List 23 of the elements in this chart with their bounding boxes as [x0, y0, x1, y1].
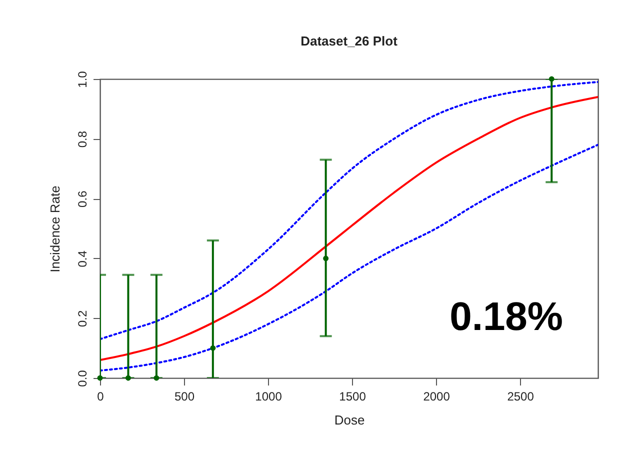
x-tick-label: 2500 [507, 390, 534, 404]
point [323, 256, 329, 262]
point [154, 375, 160, 381]
x-tick-label: 1000 [255, 390, 282, 404]
point [210, 345, 216, 351]
y-tick-label: 0.2 [76, 310, 90, 328]
point [548, 76, 554, 82]
annotation: 0.18% [450, 295, 563, 339]
x-axis-title: Dose [334, 412, 365, 428]
point [97, 375, 103, 381]
point [125, 375, 131, 381]
chart-title: Dataset_26 Plot [300, 34, 398, 49]
line-series [100, 144, 598, 372]
x-tick-label: 2000 [423, 390, 450, 404]
y-tick-label: 0.8 [76, 130, 90, 148]
y-tick-label: 0.0 [76, 370, 90, 387]
y-tick-label: 0.6 [76, 190, 90, 208]
y-tick-label: 1.0 [76, 70, 90, 88]
y-tick-label: 0.4 [76, 250, 90, 268]
x-tick-label: 1500 [339, 390, 366, 404]
y-axis-title: Incidence Rate [48, 186, 62, 272]
x-tick-label: 0 [97, 390, 104, 404]
x-tick-label: 500 [174, 390, 195, 404]
